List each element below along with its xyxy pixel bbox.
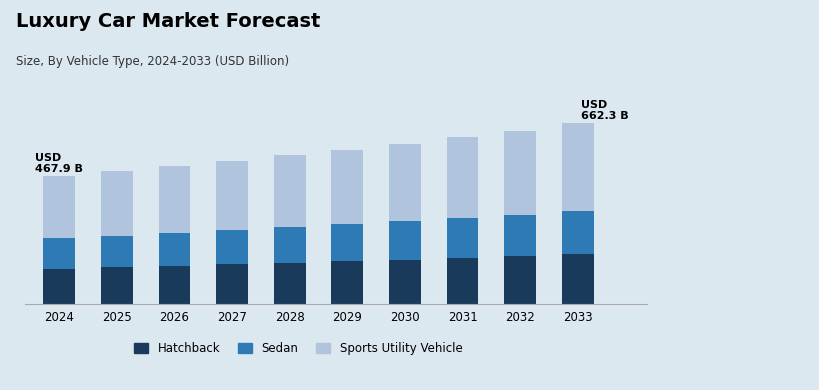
Bar	[43, 176, 75, 238]
Text: Size, By Vehicle Type, 2024-2033 (USD Billion): Size, By Vehicle Type, 2024-2033 (USD Bi…	[16, 55, 289, 67]
Bar	[505, 256, 536, 304]
Text: USD
467.9 B: USD 467.9 B	[35, 152, 83, 174]
Bar	[505, 131, 536, 214]
Bar	[101, 267, 133, 304]
Bar	[446, 218, 478, 258]
Bar	[274, 227, 305, 263]
Bar	[274, 263, 305, 304]
Bar	[332, 224, 363, 261]
Bar	[446, 258, 478, 304]
Bar	[389, 259, 421, 304]
Bar	[562, 211, 594, 254]
Bar	[43, 238, 75, 269]
Legend: Hatchback, Sedan, Sports Utility Vehicle: Hatchback, Sedan, Sports Utility Vehicle	[129, 337, 468, 360]
Bar	[562, 254, 594, 304]
Bar	[216, 230, 248, 264]
Bar	[332, 149, 363, 224]
Bar	[446, 137, 478, 218]
Bar	[159, 266, 190, 304]
Bar	[159, 233, 190, 266]
Bar	[101, 236, 133, 267]
Bar	[159, 166, 190, 233]
Bar	[43, 269, 75, 304]
Bar	[216, 264, 248, 304]
Bar	[562, 123, 594, 211]
Bar	[389, 221, 421, 259]
Bar	[389, 144, 421, 221]
Bar	[332, 261, 363, 304]
Text: Luxury Car Market Forecast: Luxury Car Market Forecast	[16, 12, 321, 31]
Bar	[505, 215, 536, 256]
Text: USD
662.3 B: USD 662.3 B	[581, 99, 628, 121]
Bar	[216, 161, 248, 230]
Bar	[101, 172, 133, 236]
Bar	[274, 155, 305, 227]
